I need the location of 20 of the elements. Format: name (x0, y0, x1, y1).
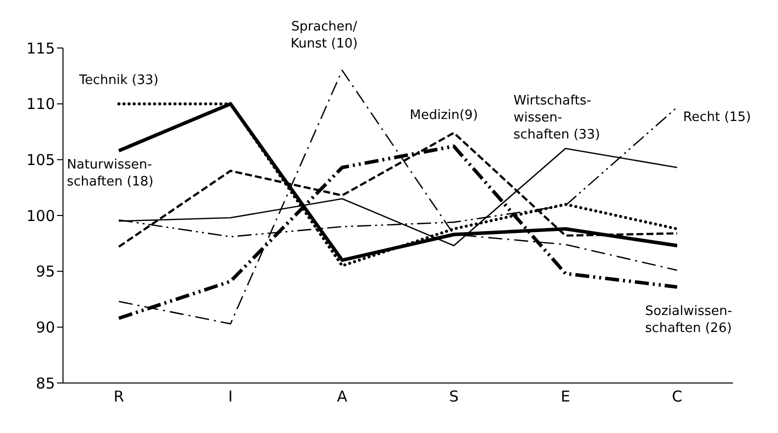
x-tick-label: I (228, 388, 233, 406)
y-tick-label: 110 (26, 95, 55, 114)
series-label: Recht (15) (683, 110, 751, 126)
series-label: Wirtschafts- wissen- schaften (33) (514, 94, 600, 142)
series-label: Technik (33) (78, 72, 158, 88)
series-label: Naturwissen- schaften (18) (66, 158, 154, 190)
x-tick-label: A (337, 388, 348, 406)
y-tick-label: 90 (36, 318, 55, 336)
x-tick-label: R (114, 388, 124, 406)
series-label: Sprachen/ Kunst (10) (290, 19, 358, 52)
y-tick-label: 85 (36, 374, 55, 392)
y-tick-label: 115 (26, 39, 55, 58)
series-label: Sozialwissen- schaften (26) (645, 304, 732, 336)
y-tick-label: 95 (36, 262, 55, 281)
x-tick-label: C (672, 388, 682, 406)
x-tick-label: S (449, 388, 459, 406)
x-tick-label: E (560, 388, 570, 406)
y-tick-label: 100 (26, 206, 55, 225)
series-label: Medizin(9) (410, 108, 478, 123)
y-tick-label: 105 (26, 150, 55, 169)
